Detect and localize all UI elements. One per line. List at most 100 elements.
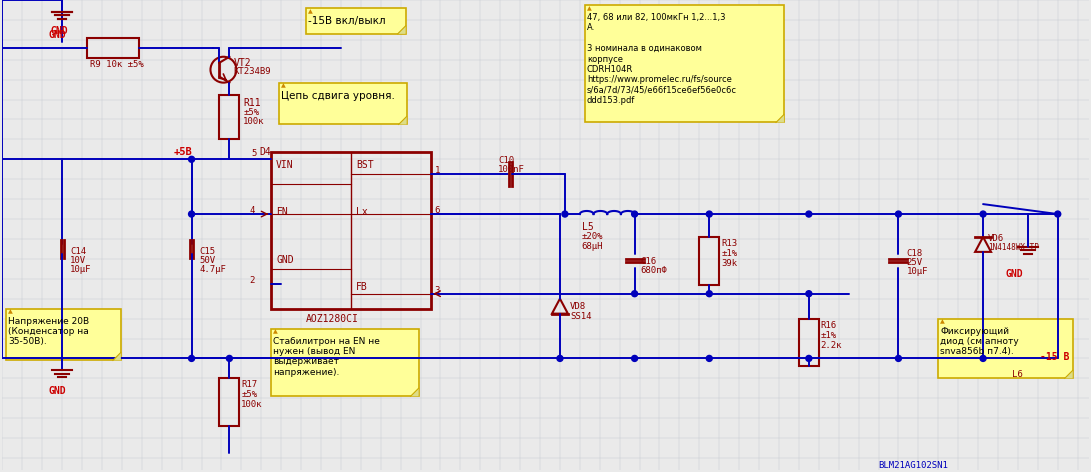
Text: ±5%: ±5%	[241, 390, 257, 399]
Text: ▲: ▲	[273, 329, 278, 335]
Text: ±20%: ±20%	[582, 232, 603, 241]
Text: R11: R11	[243, 98, 261, 108]
Circle shape	[632, 355, 637, 362]
Circle shape	[227, 355, 232, 362]
Text: 680пФ: 680пФ	[640, 266, 668, 275]
Bar	[699, 237, 719, 285]
Circle shape	[706, 211, 712, 217]
Circle shape	[896, 211, 901, 217]
Text: VD6: VD6	[988, 234, 1004, 243]
Bar	[272, 152, 431, 309]
Text: Lx: Lx	[356, 207, 368, 217]
Text: ±1%: ±1%	[820, 330, 837, 339]
Text: GND: GND	[1006, 269, 1023, 279]
Text: BLM21AG102SN1: BLM21AG102SN1	[878, 461, 948, 470]
Text: VIN: VIN	[276, 160, 293, 170]
Text: 100nF: 100nF	[499, 165, 525, 174]
Circle shape	[706, 355, 712, 362]
Text: 100к: 100к	[243, 118, 265, 126]
Text: 6: 6	[434, 206, 440, 215]
Circle shape	[632, 291, 637, 297]
Circle shape	[806, 291, 812, 297]
Text: R13: R13	[721, 239, 738, 248]
Bar	[219, 94, 239, 139]
Text: C15: C15	[200, 247, 216, 256]
Text: 10µF: 10µF	[907, 267, 928, 276]
Polygon shape	[776, 115, 784, 122]
Text: 4.7µF: 4.7µF	[200, 265, 227, 274]
Bar	[1010, 350, 1026, 366]
Circle shape	[706, 291, 712, 297]
Bar	[272, 329, 419, 396]
Bar	[585, 5, 784, 122]
Text: Напряжение 20В
(Конденсатор на
35-50В).: Напряжение 20В (Конденсатор на 35-50В).	[9, 317, 89, 346]
Text: +5В: +5В	[173, 147, 192, 157]
Text: FB: FB	[356, 282, 368, 292]
Circle shape	[189, 156, 194, 162]
Text: VD8: VD8	[570, 302, 586, 311]
Circle shape	[562, 211, 568, 217]
Text: R9 10к ±5%: R9 10к ±5%	[89, 60, 144, 69]
Text: 47, 68 или 82, 100мкГн 1,2...1,3
А.

3 номинала в одинаковом
корпусе
CDRH104R
ht: 47, 68 или 82, 100мкГн 1,2...1,3 А. 3 но…	[587, 13, 736, 105]
Text: ▲: ▲	[281, 84, 286, 89]
Circle shape	[1055, 211, 1060, 217]
Polygon shape	[397, 26, 406, 34]
Text: ▲: ▲	[587, 6, 591, 11]
Text: 50V: 50V	[200, 256, 216, 265]
Circle shape	[556, 355, 563, 362]
Circle shape	[189, 211, 194, 217]
Circle shape	[632, 211, 637, 217]
Text: C10: C10	[499, 156, 514, 165]
Text: EN: EN	[276, 207, 288, 217]
Text: -15В вкл/выкл: -15В вкл/выкл	[308, 16, 386, 26]
Bar	[307, 8, 406, 34]
Circle shape	[189, 355, 194, 362]
Text: C16: C16	[640, 257, 657, 266]
Text: GND: GND	[50, 26, 68, 36]
Text: 25V: 25V	[907, 258, 923, 267]
Text: C18: C18	[907, 249, 923, 258]
Circle shape	[806, 211, 812, 217]
Text: 2: 2	[250, 276, 254, 285]
Text: L5: L5	[582, 222, 594, 232]
Polygon shape	[398, 117, 407, 125]
Bar	[219, 379, 239, 426]
Text: C14: C14	[70, 247, 86, 256]
Text: BST: BST	[356, 160, 373, 170]
Text: 10V: 10V	[70, 256, 86, 265]
Text: GND: GND	[276, 255, 293, 265]
Text: ▲: ▲	[940, 320, 945, 325]
Text: 5: 5	[251, 149, 256, 158]
Text: 10µF: 10µF	[70, 265, 92, 274]
Text: 39k: 39k	[721, 259, 738, 268]
Circle shape	[896, 355, 901, 362]
Text: VT2: VT2	[233, 58, 251, 68]
Text: 4: 4	[250, 206, 254, 215]
Text: Цепь сдвига уровня.: Цепь сдвига уровня.	[281, 91, 395, 101]
Text: 1N4148WX-TP: 1N4148WX-TP	[988, 243, 1039, 252]
Text: GND: GND	[48, 386, 65, 396]
Bar	[7, 309, 121, 361]
Bar	[938, 319, 1072, 379]
Polygon shape	[112, 353, 121, 361]
Text: SS14: SS14	[570, 312, 591, 320]
Text: ▲: ▲	[308, 9, 313, 14]
Bar	[87, 38, 139, 58]
Text: 100к: 100к	[241, 400, 263, 409]
Text: Фиксирующий
диод (см апноту
snva856b п7.4).: Фиксирующий диод (см апноту snva856b п7.…	[940, 327, 1019, 356]
Text: R16: R16	[820, 320, 837, 329]
Text: 68µH: 68µH	[582, 242, 603, 251]
Text: 3: 3	[434, 286, 440, 295]
Bar	[279, 83, 407, 125]
Text: КТ234В9: КТ234В9	[233, 67, 271, 76]
Text: D4: D4	[260, 147, 271, 157]
Text: AOZ1280CI: AOZ1280CI	[307, 313, 359, 324]
Text: 2.2к: 2.2к	[820, 340, 842, 349]
Text: R17: R17	[241, 380, 257, 389]
Text: 1: 1	[434, 166, 440, 175]
Text: GND: GND	[48, 30, 65, 40]
Polygon shape	[410, 388, 419, 396]
Text: L6: L6	[1012, 371, 1022, 379]
Text: -15 В: -15 В	[1040, 353, 1069, 362]
Polygon shape	[1065, 371, 1072, 379]
